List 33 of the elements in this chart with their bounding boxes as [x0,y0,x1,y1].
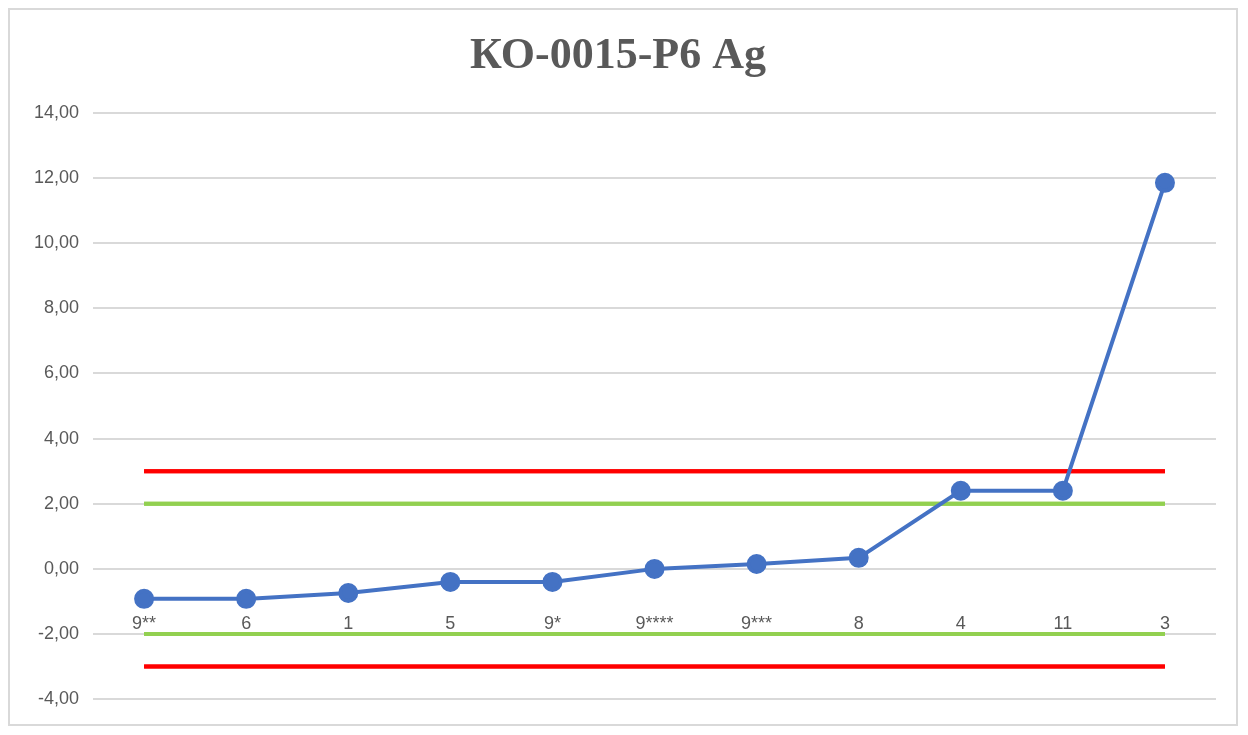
point [134,588,155,609]
y-tick-label: -2,00 [38,623,80,644]
point [1052,480,1073,501]
point [236,588,257,609]
point [746,554,767,574]
x-tick-label: 9**** [635,612,674,633]
y-tick-label: 0,00 [44,557,80,578]
y-tick-label: 12,00 [34,166,80,187]
x-tick-label: 4 [955,612,966,633]
point [950,480,971,501]
x-tick-label: 9*** [741,612,773,633]
point [440,571,461,592]
point [1154,172,1175,193]
point [338,583,359,603]
chart-title: КО-0015-Р6 Ag [470,28,766,78]
y-tick-label: 6,00 [44,362,80,383]
y-tick-label: 14,00 [34,101,80,122]
point [848,547,869,568]
x-tick-label: 3 [1159,612,1170,633]
x-tick-label: 11 [1053,612,1073,633]
x-tick-label: 6 [241,612,252,633]
x-tick-label: 5 [445,612,456,633]
point [644,558,665,579]
y-tick-label: 8,00 [44,297,80,318]
point [542,571,563,592]
y-tick-label: 2,00 [44,492,80,513]
x-tick-label: 9** [132,612,157,633]
x-tick-label: 9* [543,612,561,633]
x-tick-label: 1 [343,612,354,633]
y-tick-label: -4,00 [38,688,80,709]
y-tick-label: 10,00 [34,232,80,253]
y-tick-label: 4,00 [44,427,80,448]
x-tick-label: 8 [853,612,864,633]
